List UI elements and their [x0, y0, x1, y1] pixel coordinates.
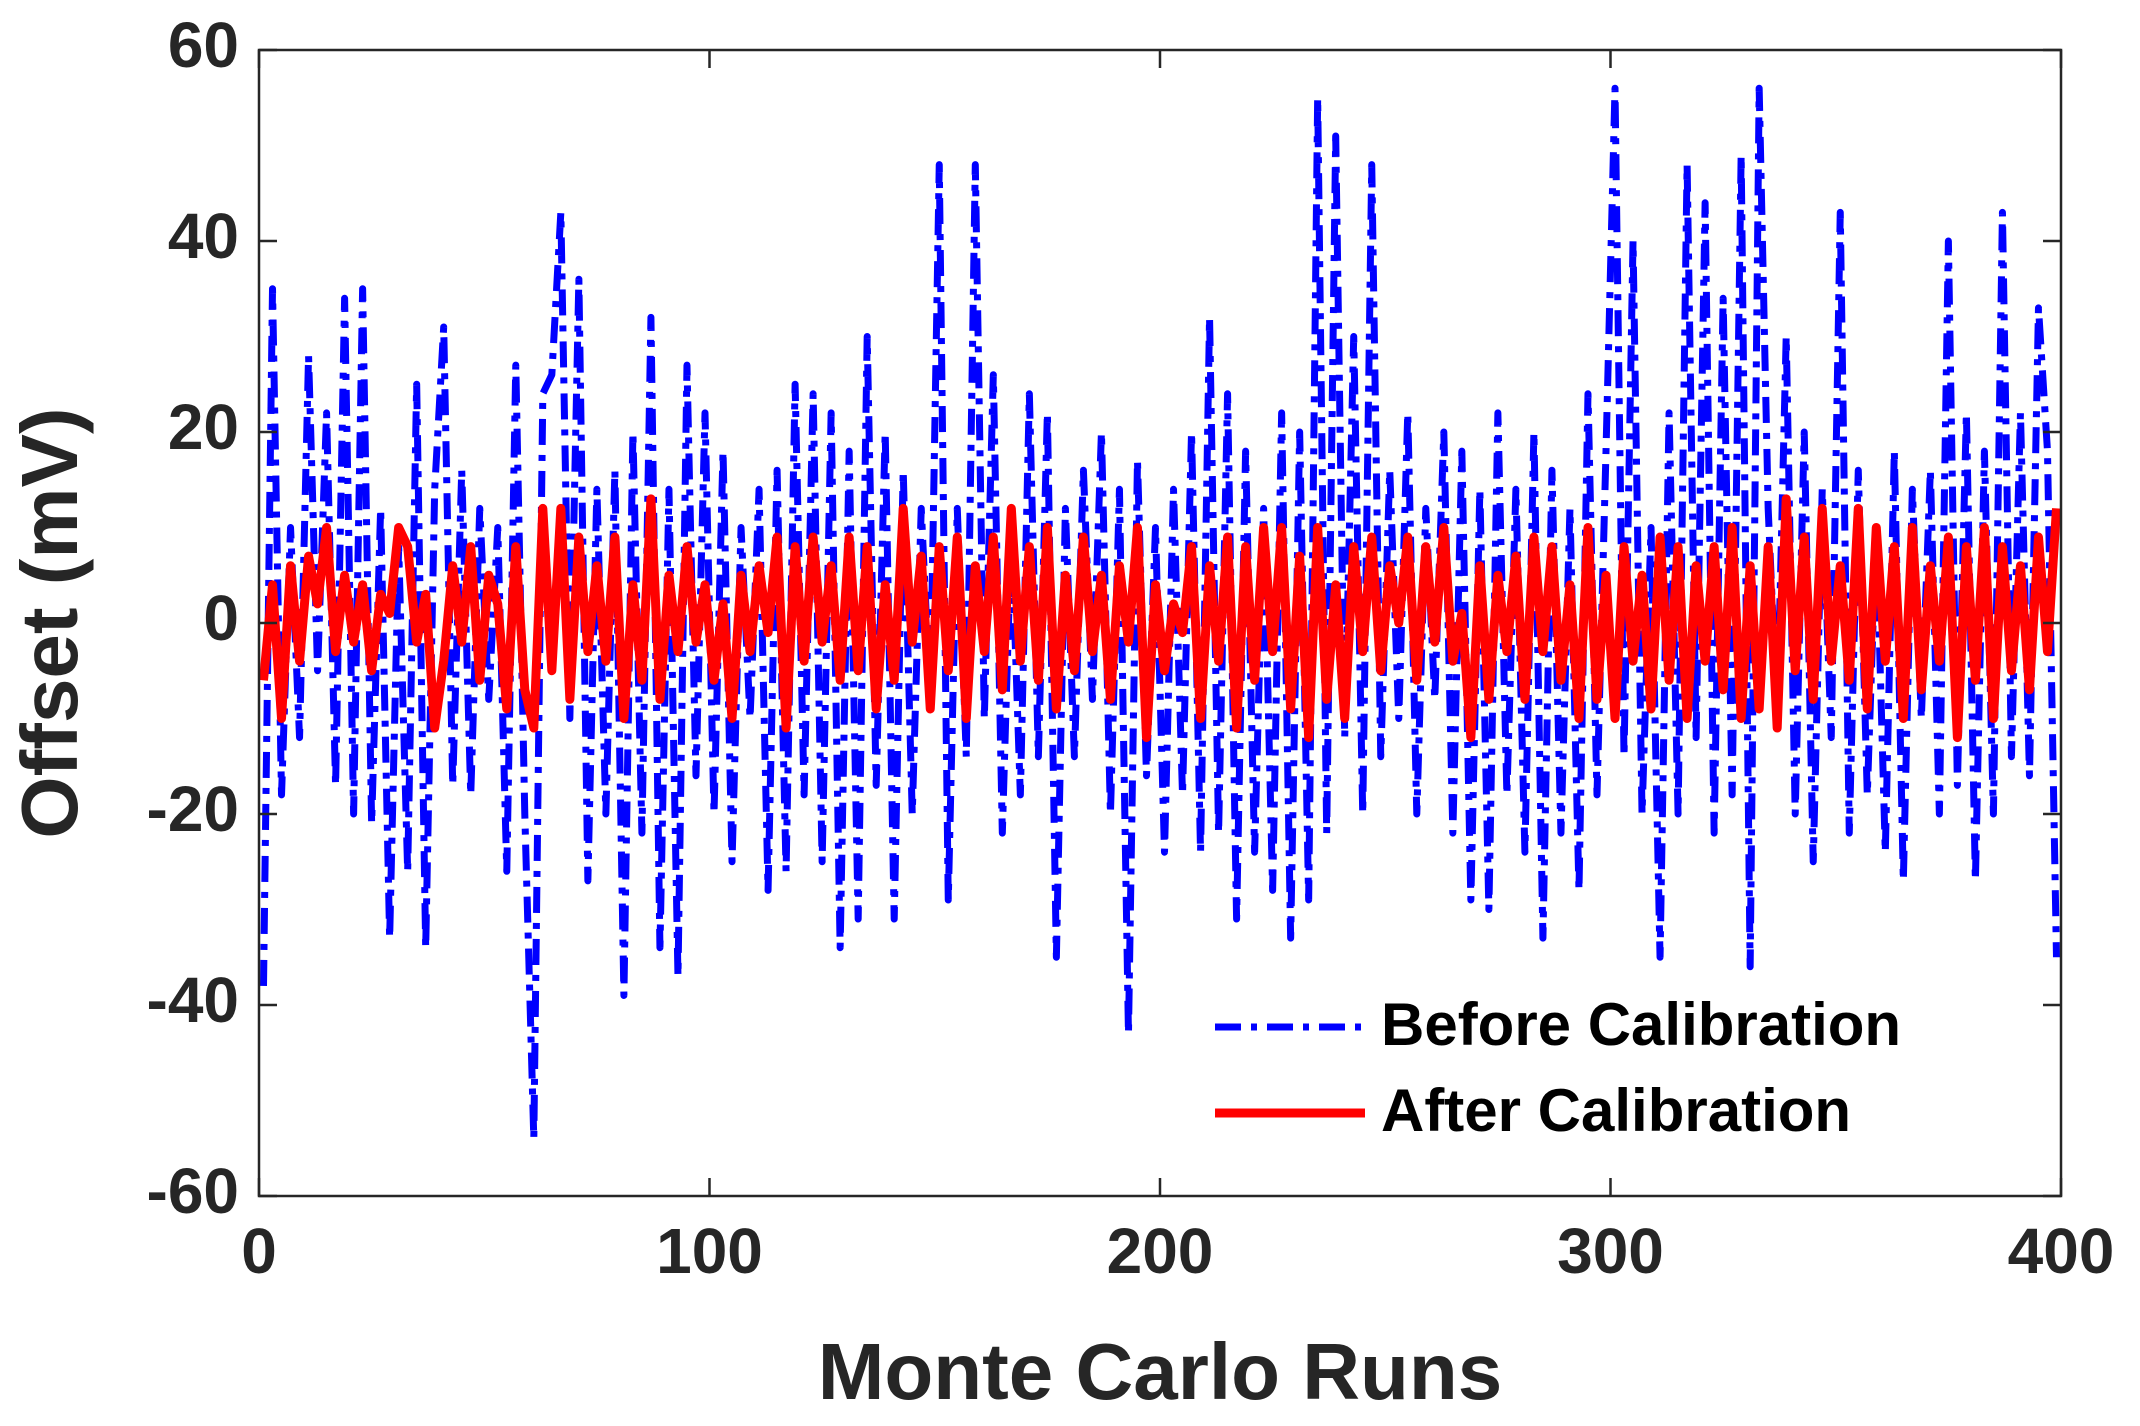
y-tick-label: -20: [147, 773, 240, 845]
data-line: [260, 84, 2060, 1143]
x-axis-title: Monte Carlo Runs: [818, 1327, 1502, 1416]
legend-label: After Calibration: [1381, 1077, 1851, 1144]
x-tick-label: 200: [1107, 1215, 1214, 1287]
x-tick-label: 300: [1557, 1215, 1664, 1287]
x-tick-label: 0: [241, 1215, 277, 1287]
y-tick-label: 60: [168, 9, 239, 81]
legend-label: Before Calibration: [1381, 991, 1901, 1058]
x-tick-label: 100: [656, 1215, 763, 1287]
data-line: [259, 494, 2061, 743]
y-tick-label: -60: [147, 1155, 240, 1227]
x-tick-label: 400: [2008, 1215, 2115, 1287]
y-tick-label: -40: [147, 964, 240, 1036]
y-tick-label: 40: [168, 200, 239, 272]
y-axis-title: Offset (mV): [5, 407, 94, 838]
y-tick-label: 0: [203, 582, 239, 654]
y-tick-label: 20: [168, 391, 239, 463]
